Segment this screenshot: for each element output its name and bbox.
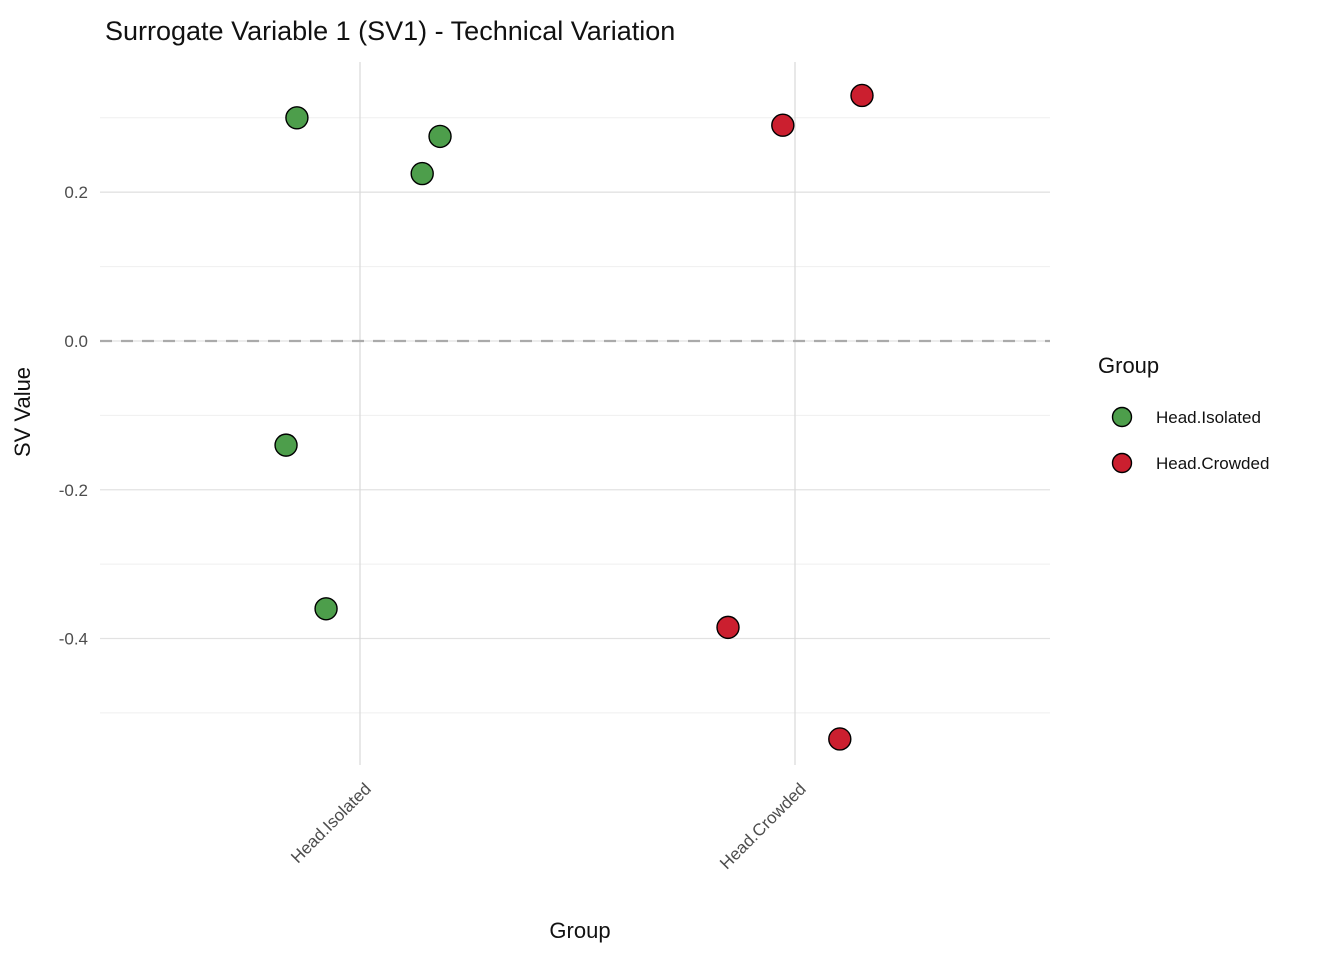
y-tick-label: 0.2	[64, 183, 88, 202]
data-point	[410, 161, 434, 186]
legend-title: Group	[1098, 353, 1159, 378]
y-tick-label: -0.2	[59, 481, 88, 500]
x-tick-label: Head.Isolated	[287, 779, 375, 867]
data-point	[314, 597, 338, 621]
legend: Group Head.Isolated Head.Crowded	[1098, 353, 1269, 474]
legend-swatch-head-crowded	[1111, 452, 1133, 474]
data-point	[428, 124, 452, 149]
data-point	[285, 106, 309, 130]
y-tick-label: -0.4	[59, 630, 88, 649]
x-tick-label: Head.Crowded	[716, 779, 810, 873]
minor-gridlines	[100, 117, 1050, 714]
category-gridlines	[359, 62, 796, 765]
data-point	[828, 727, 852, 751]
data-point	[716, 615, 740, 640]
y-tick-label: 0.0	[64, 332, 88, 351]
data-point	[274, 433, 298, 457]
chart-title: Surrogate Variable 1 (SV1) - Technical V…	[105, 16, 675, 46]
data-point	[850, 83, 874, 108]
data-points	[274, 83, 874, 751]
legend-label-head-isolated: Head.Isolated	[1156, 408, 1261, 427]
y-axis-tick-labels: 0.2 0.0 -0.2 -0.4	[59, 183, 88, 648]
legend-label-head-crowded: Head.Crowded	[1156, 454, 1269, 473]
data-point	[771, 113, 795, 137]
y-axis-title: SV Value	[10, 367, 35, 457]
legend-swatch-head-isolated	[1111, 406, 1133, 428]
x-axis-tick-labels: Head.Isolated Head.Crowded	[287, 779, 810, 873]
x-axis-title: Group	[549, 918, 610, 943]
